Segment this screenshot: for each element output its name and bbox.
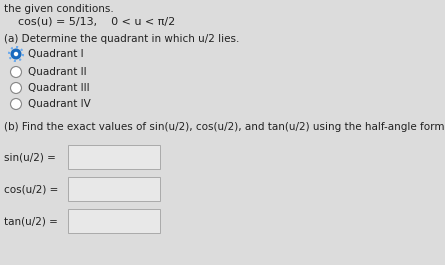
- Text: (a) Determine the quadrant in which u/2 lies.: (a) Determine the quadrant in which u/2 …: [4, 34, 239, 44]
- Circle shape: [11, 99, 21, 109]
- Circle shape: [14, 52, 18, 56]
- Text: (b) Find the exact values of sin(u/2), cos(u/2), and tan(u/2) using the half-ang: (b) Find the exact values of sin(u/2), c…: [4, 122, 445, 132]
- Text: Quadrant II: Quadrant II: [28, 67, 87, 77]
- Text: Quadrant IV: Quadrant IV: [28, 99, 91, 109]
- Circle shape: [11, 83, 21, 93]
- Text: sin(u/2) =: sin(u/2) =: [4, 152, 56, 162]
- Text: Quadrant III: Quadrant III: [28, 83, 89, 93]
- Text: cos(u) = 5/13,    0 < u < π/2: cos(u) = 5/13, 0 < u < π/2: [18, 16, 175, 26]
- Circle shape: [11, 67, 21, 77]
- FancyBboxPatch shape: [68, 177, 160, 201]
- Text: cos(u/2) =: cos(u/2) =: [4, 184, 58, 194]
- FancyBboxPatch shape: [68, 145, 160, 169]
- Text: tan(u/2) =: tan(u/2) =: [4, 216, 58, 226]
- Text: Quadrant I: Quadrant I: [28, 49, 84, 59]
- Circle shape: [11, 48, 21, 60]
- FancyBboxPatch shape: [68, 209, 160, 233]
- Text: the given conditions.: the given conditions.: [4, 4, 114, 14]
